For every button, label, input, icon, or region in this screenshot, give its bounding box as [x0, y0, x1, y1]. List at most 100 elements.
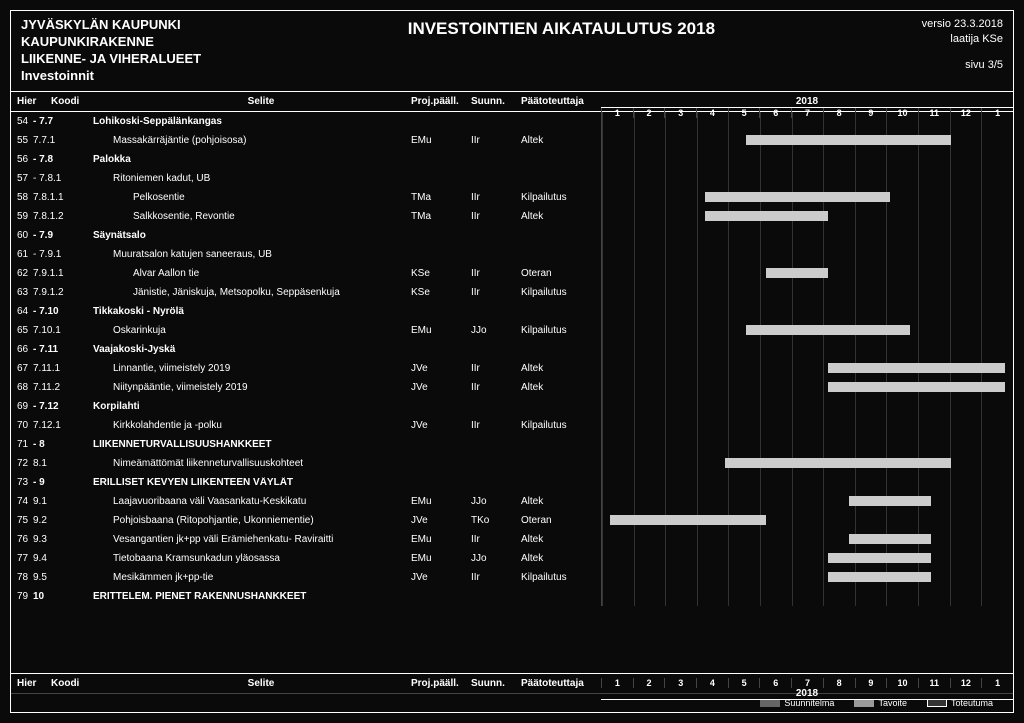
- row-suunn: IIr: [471, 268, 521, 279]
- row-suunn: IIr: [471, 211, 521, 222]
- footer: Hier Koodi Selite Proj.pääll. Suunn. Pää…: [11, 673, 1013, 712]
- row-num: 60: [11, 230, 33, 241]
- row-gantt: [601, 359, 1013, 378]
- row-proj: EMu: [411, 534, 471, 545]
- table-row: 707.12.1Kirkkolahdentie ja -polkuJVeIIrK…: [11, 416, 1013, 435]
- row-selite: Muuratsalon katujen saneeraus, UB: [93, 249, 411, 260]
- row-selite: Laajavuoribaana väli Vaasankatu-Keskikat…: [93, 496, 411, 507]
- row-koodi: - 7.7: [33, 116, 93, 127]
- row-suunn: JJo: [471, 325, 521, 336]
- row-gantt: [601, 302, 1013, 321]
- row-koodi: - 7.12: [33, 401, 93, 412]
- row-gantt: [601, 378, 1013, 397]
- org-line-3: LIIKENNE- JA VIHERALUEET: [21, 51, 201, 68]
- row-koodi: 7.8.1.1: [33, 192, 93, 203]
- row-selite: Massakärräjäntie (pohjoisosa): [93, 135, 411, 146]
- row-selite: Oskarinkuja: [93, 325, 411, 336]
- row-suunn: JJo: [471, 496, 521, 507]
- row-koodi: - 9: [33, 477, 93, 488]
- row-gantt: [601, 264, 1013, 283]
- row-proj: JVe: [411, 572, 471, 583]
- row-num: 71: [11, 439, 33, 450]
- row-proj: EMu: [411, 553, 471, 564]
- row-num: 66: [11, 344, 33, 355]
- table-row: 597.8.1.2Salkkosentie, RevontieTMaIIrAlt…: [11, 207, 1013, 226]
- row-num: 61: [11, 249, 33, 260]
- row-proj: TMa: [411, 211, 471, 222]
- row-gantt: [601, 549, 1013, 568]
- row-num: 67: [11, 363, 33, 374]
- row-koodi: - 7.8: [33, 154, 93, 165]
- table-row: 687.11.2Niitynpääntie, viimeistely 2019J…: [11, 378, 1013, 397]
- row-suunn: IIr: [471, 420, 521, 431]
- row-proj: EMu: [411, 325, 471, 336]
- author: laatija KSe: [922, 32, 1003, 47]
- row-selite: Salkkosentie, Revontie: [93, 211, 411, 222]
- row-selite: Lohikoski-Seppälänkangas: [93, 116, 411, 127]
- table-row: 657.10.1OskarinkujaEMuJJoKilpailutus: [11, 321, 1013, 340]
- table-row: 587.8.1.1PelkosentieTMaIIrKilpailutus: [11, 188, 1013, 207]
- table-row: 60- 7.9Säynätsalo: [11, 226, 1013, 245]
- row-gantt: [601, 397, 1013, 416]
- row-koodi: 7.12.1: [33, 420, 93, 431]
- row-gantt: [601, 492, 1013, 511]
- table-row: 54- 7.7Lohikoski-Seppälänkangas: [11, 112, 1013, 131]
- row-koodi: 7.11.2: [33, 382, 93, 393]
- col-suunn: Suunn.: [471, 96, 521, 107]
- row-selite: Jänistie, Jäniskuja, Metsopolku, Seppäse…: [93, 287, 411, 298]
- header-right: versio 23.3.2018 laatija KSe sivu 3/5: [922, 17, 1003, 85]
- month-cell: 5: [728, 678, 760, 688]
- row-proj: EMu: [411, 135, 471, 146]
- row-selite: Mesikämmen jk+pp-tie: [93, 572, 411, 583]
- row-selite: Säynätsalo: [93, 230, 411, 241]
- col-paat: Päätoteuttaja: [521, 96, 601, 107]
- gantt-bar: [849, 534, 931, 544]
- row-suunn: TKo: [471, 515, 521, 526]
- table-row: 71- 8LIIKENNETURVALLISUUSHANKKEET: [11, 435, 1013, 454]
- row-suunn: IIr: [471, 192, 521, 203]
- gantt-bar: [705, 192, 890, 202]
- row-proj: JVe: [411, 363, 471, 374]
- row-num: 78: [11, 572, 33, 583]
- row-selite: Nimeämättömät liikenneturvallisuuskohtee…: [93, 458, 411, 469]
- foot-proj: Proj.pääll.: [411, 678, 471, 689]
- row-proj: KSe: [411, 268, 471, 279]
- foot-selite: Selite: [111, 678, 411, 689]
- row-selite: Tietobaana Kramsunkadun yläosassa: [93, 553, 411, 564]
- row-selite: Kirkkolahdentie ja -polku: [93, 420, 411, 431]
- row-gantt: [601, 188, 1013, 207]
- row-proj: TMa: [411, 192, 471, 203]
- row-suunn: IIr: [471, 135, 521, 146]
- row-paat: Altek: [521, 363, 601, 374]
- row-gantt: [601, 568, 1013, 587]
- row-num: 57: [11, 173, 33, 184]
- row-paat: Kilpailutus: [521, 287, 601, 298]
- month-cell: 9: [855, 678, 887, 688]
- row-selite: Korpilahti: [93, 401, 411, 412]
- table-row: 789.5Mesikämmen jk+pp-tieJVeIIrKilpailut…: [11, 568, 1013, 587]
- row-proj: JVe: [411, 515, 471, 526]
- month-cell: 7: [791, 678, 823, 688]
- month-cell: 8: [823, 678, 855, 688]
- row-selite: Linnantie, viimeistely 2019: [93, 363, 411, 374]
- row-koodi: 7.7.1: [33, 135, 93, 146]
- foot-hier: Hier: [11, 678, 51, 689]
- row-selite: Tikkakoski - Nyrölä: [93, 306, 411, 317]
- row-num: 64: [11, 306, 33, 317]
- row-num: 68: [11, 382, 33, 393]
- gantt-bar: [766, 268, 828, 278]
- month-cell: 11: [918, 678, 950, 688]
- row-num: 54: [11, 116, 33, 127]
- gantt-bar: [705, 211, 828, 221]
- row-num: 77: [11, 553, 33, 564]
- table-row: 728.1Nimeämättömät liikenneturvallisuusk…: [11, 454, 1013, 473]
- col-proj: Proj.pääll.: [411, 96, 471, 107]
- row-gantt: [601, 226, 1013, 245]
- row-paat: Altek: [521, 382, 601, 393]
- row-selite: Niitynpääntie, viimeistely 2019: [93, 382, 411, 393]
- table-row: 61- 7.9.1Muuratsalon katujen saneeraus, …: [11, 245, 1013, 264]
- row-koodi: 9.5: [33, 572, 93, 583]
- table-row: 57- 7.8.1Ritoniemen kadut, UB: [11, 169, 1013, 188]
- row-paat: Oteran: [521, 268, 601, 279]
- row-gantt: [601, 473, 1013, 492]
